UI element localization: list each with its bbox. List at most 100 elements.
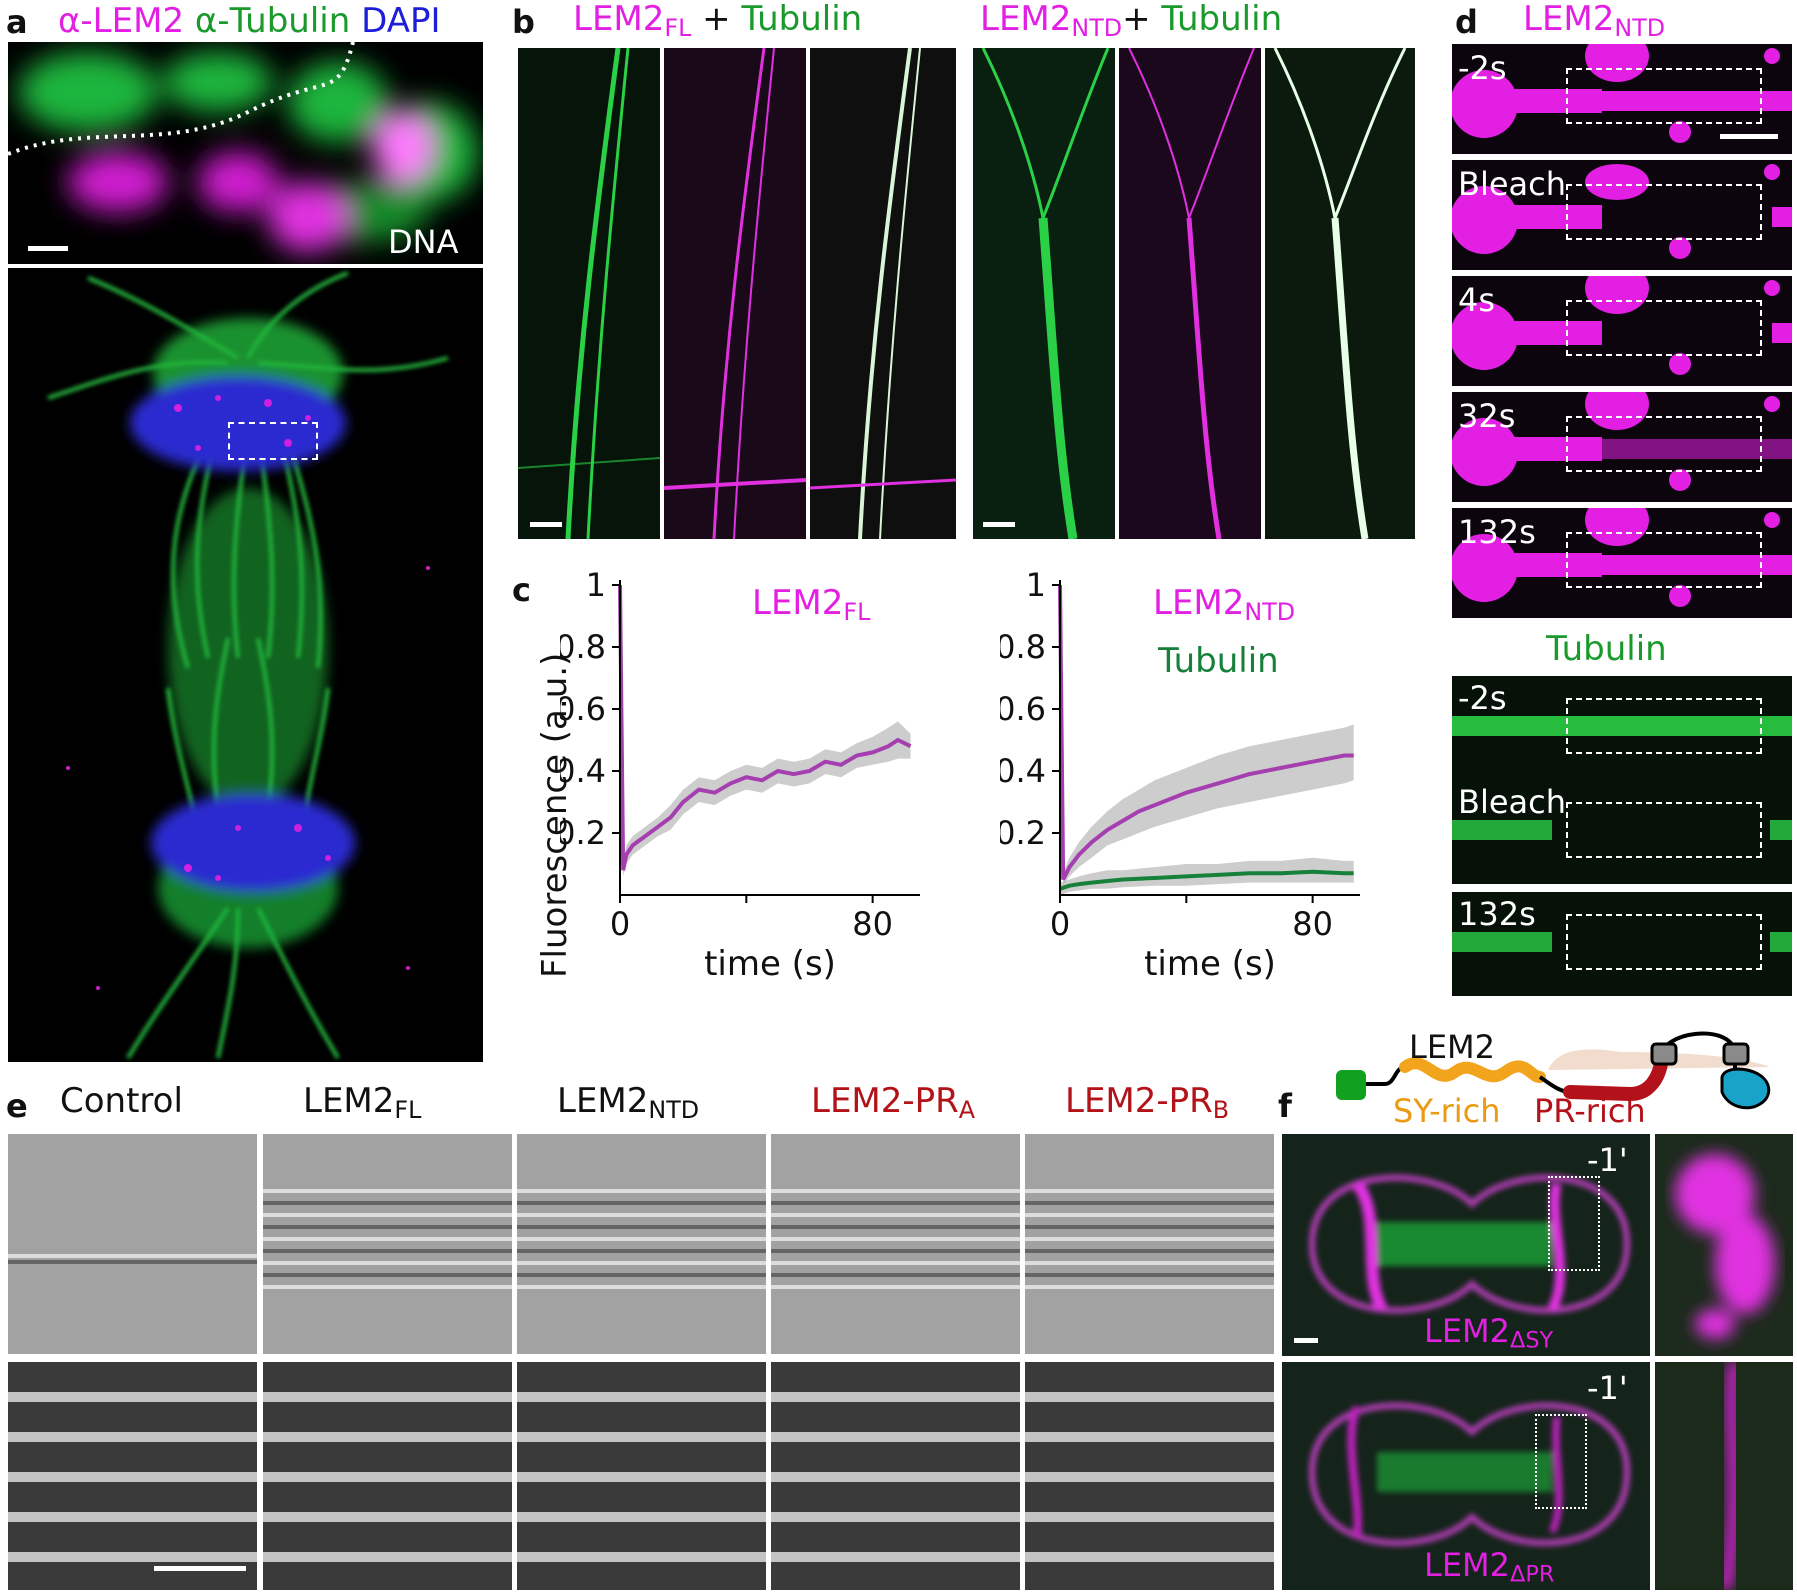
tm-domain-icon [1722,1042,1750,1066]
title-sub: NTD [1071,13,1123,42]
d-lem2-frame: 32s [1452,392,1792,502]
frame-time-label: 132s [1458,895,1536,933]
series-line [1058,584,1354,881]
c-right-legend-lem2: LEM2NTD [1153,583,1296,626]
error-band [620,585,911,877]
roi-box [228,422,318,460]
lem-domain-icon [1336,1070,1366,1100]
error-band [1060,585,1354,886]
y-tick-label: 0.6 [560,690,606,728]
cell-image [47,271,449,1060]
scale-bar [530,522,562,527]
frame-time-label: Bleach [1458,783,1567,821]
bleach-roi-box [1566,532,1762,588]
time-label: -1' [1587,1141,1628,1179]
bleach-roi-box [1566,300,1762,356]
e-column-label: LEM2-PRA [811,1081,976,1124]
panel-letter-c: c [512,571,531,609]
construct-label: LEM2ΔSY [1424,1312,1554,1354]
panel-d-tubulin-title: Tubulin [1546,629,1667,669]
title-dapi: DAPI [361,1,441,41]
em-zoom-image [517,1362,766,1590]
em-overview-image [263,1134,512,1354]
x-tick-label: 0 [610,905,630,943]
panel-d-title: LEM2NTD [1523,0,1666,42]
y-tick-label: 0.6 [1000,690,1046,728]
x-tick-label: 0 [1050,905,1070,943]
panel-letter-d: d [1455,3,1478,41]
em-overview-image [1025,1134,1274,1354]
panel-a-inset: DNA [8,42,483,264]
y-tick-label: 0.2 [560,814,606,852]
title-main: LEM2 [573,0,665,39]
d-lem2-frame: Bleach [1452,160,1792,270]
bleach-roi-box [1566,68,1762,124]
frame-time-label: -2s [1458,679,1507,717]
bleach-roi-box [1566,914,1762,970]
em-overview-image [771,1134,1020,1354]
e-column-label: Control [60,1081,183,1121]
title-plus: + [702,0,731,39]
roi-box [1535,1414,1587,1509]
f-bottom-zoom [1655,1362,1793,1590]
chart-left: 0.2 0.4 0.6 0.8 1 0 80 time (s) [560,570,920,984]
b-fl-merge-image [810,48,956,539]
f-bottom-image: -1' LEM2ΔPR [1282,1362,1650,1590]
sy-rich-label: SY-rich [1393,1092,1501,1130]
em-zoom-image [1025,1362,1274,1590]
panel-letter-f: f [1278,1087,1292,1125]
em-overview-image [517,1134,766,1354]
e-column-label: LEM2FL [303,1081,422,1124]
d-tubulin-frame: 132s [1452,892,1792,996]
d-tubulin-frame: -2s [1452,676,1792,780]
y-tick-label: 1 [586,570,606,604]
title-lem2: α-LEM2 [58,1,185,41]
y-tick-label: 0.2 [1000,814,1046,852]
lem2-domain-schematic [1336,1031,1771,1110]
sy-rich-segment [1399,1057,1546,1083]
em-zoom-image [771,1362,1020,1590]
f-top-zoom [1655,1134,1793,1356]
c-left-legend: LEM2FL [752,583,871,626]
msc-domain-icon [1720,1067,1771,1110]
bleach-roi-box [1566,184,1762,240]
time-label: -1' [1587,1369,1628,1407]
e-column-label: LEM2-PRB [1065,1081,1230,1124]
x-axis-label: time (s) [1144,944,1276,984]
construct-label: LEM2ΔPR [1424,1546,1555,1588]
title-plus: + [1122,0,1151,39]
frame-time-label: -2s [1458,49,1507,87]
panel-a-cell [8,268,483,1062]
panel-b-left-title: LEM2FL + Tubulin [573,2,862,41]
panel-letter-a: a [6,3,28,41]
scale-bar [154,1566,246,1571]
bleach-roi-box [1566,802,1762,858]
y-tick-label: 0.8 [1000,628,1046,666]
title-tubulin: α-Tubulin [194,1,351,41]
b-ntd-tubulin-image [973,48,1115,539]
b-ntd-lem2-image [1119,48,1261,539]
y-tick-label: 0.4 [560,752,606,790]
em-overview-image [8,1134,257,1354]
scale-bar [28,246,68,251]
x-tick-label: 80 [1292,905,1333,943]
title-partner: Tubulin [741,0,863,39]
title-sub: FL [664,13,692,42]
chart-right: 0.2 0.4 0.6 0.8 1 0 80 time (s) [1000,570,1360,984]
d-lem2-frame: 132s [1452,508,1792,618]
series-line [618,584,912,871]
bleach-roi-box [1566,416,1762,472]
inset-image [8,42,478,252]
scale-bar [983,522,1015,527]
panel-b-right-title: LEM2NTD+ Tubulin [980,2,1282,41]
x-tick-label: 80 [852,905,893,943]
y-tick-label: 0.4 [1000,752,1046,790]
d-lem2-frame: 4s [1452,276,1792,386]
inset-label-dna: DNA [388,223,459,261]
b-ntd-merge-image [1265,48,1415,539]
scale-bar [1720,134,1778,139]
frame-time-label: 132s [1458,513,1536,551]
frame-time-label: Bleach [1458,165,1567,203]
x-axis-label: time (s) [704,944,836,984]
panel-letter-e: e [6,1087,28,1125]
